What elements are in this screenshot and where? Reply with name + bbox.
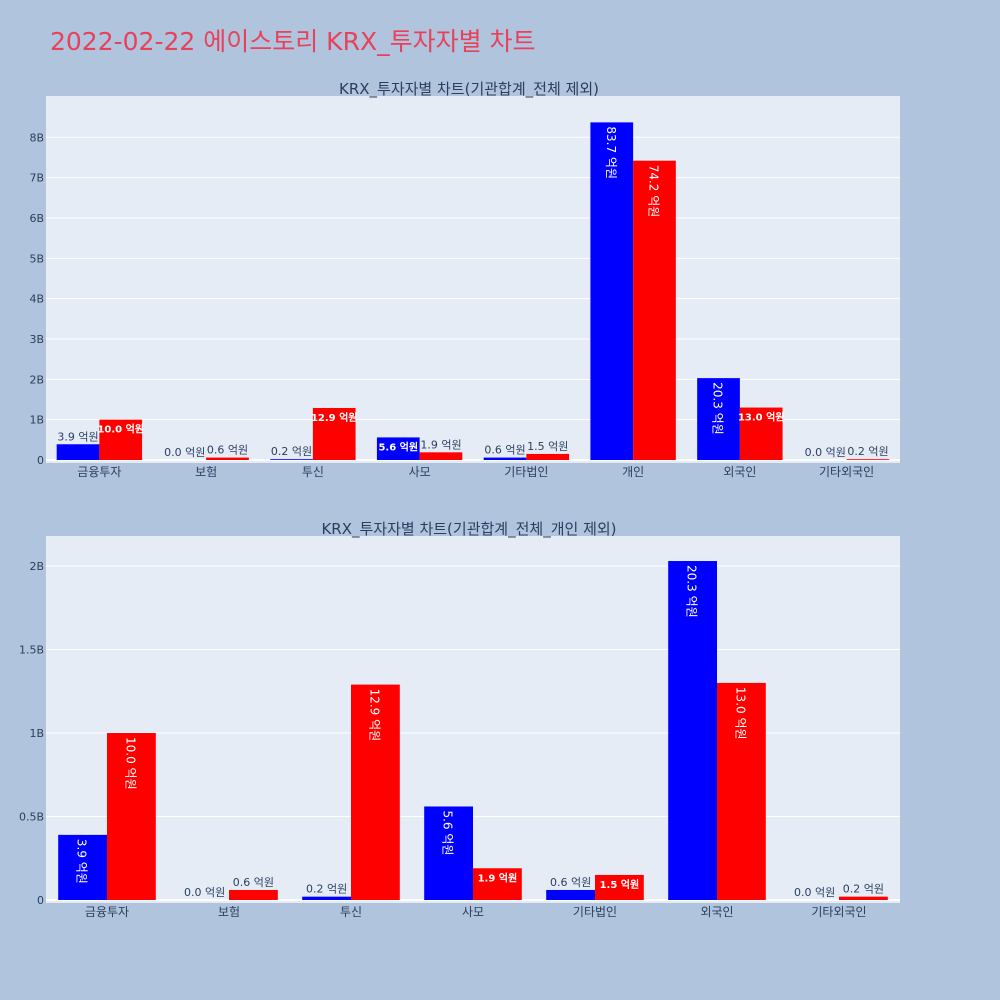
data-label: 0.0 억원 bbox=[184, 886, 225, 899]
x-tick-label: 기타법인 bbox=[504, 465, 548, 479]
x-tick-label: 외국인 bbox=[700, 905, 733, 919]
data-label: 20.3 억원 bbox=[711, 382, 725, 435]
data-label: 0.0 억원 bbox=[805, 446, 846, 459]
sell-bar bbox=[312, 407, 356, 460]
y-tick-label: 0.5B bbox=[19, 811, 44, 824]
buy-bar bbox=[697, 378, 740, 460]
data-label: 1.9 억원 bbox=[420, 438, 461, 451]
x-tick-label: 기타법인 bbox=[573, 905, 617, 919]
sell-bar bbox=[839, 896, 888, 900]
data-label: 5.6 억원 bbox=[378, 440, 418, 453]
sell-bar bbox=[633, 160, 676, 460]
y-tick-label: 0 bbox=[37, 894, 44, 907]
data-label: 83.7 억원 bbox=[604, 126, 618, 179]
data-label: 12.9 억원 bbox=[367, 689, 381, 742]
y-tick-label: 2B bbox=[29, 560, 44, 573]
data-label: 3.9 억원 bbox=[75, 839, 89, 884]
x-tick-label: 투신 bbox=[302, 465, 324, 479]
y-tick-label: 4B bbox=[29, 293, 44, 306]
y-tick-label: 1.5B bbox=[19, 644, 44, 657]
sell-bar bbox=[419, 452, 463, 460]
data-label: 0.6 억원 bbox=[233, 876, 274, 889]
buy-bar bbox=[376, 437, 420, 460]
x-tick-label: 기타외국인 bbox=[811, 905, 866, 919]
data-label: 0.6 억원 bbox=[484, 444, 525, 457]
sell-bar bbox=[206, 457, 249, 460]
data-label: 0.2 억원 bbox=[306, 883, 347, 896]
y-tick-label: 7B bbox=[29, 172, 44, 185]
sell-bar bbox=[99, 419, 143, 460]
x-tick-label: 사모 bbox=[462, 905, 484, 919]
y-tick-label: 6B bbox=[29, 212, 44, 225]
x-tick-label: 보험 bbox=[195, 465, 217, 479]
data-label: 13.0 억원 bbox=[738, 411, 785, 424]
x-tick-label: 외국인 bbox=[723, 465, 756, 479]
plot-area bbox=[46, 96, 900, 463]
y-tick-label: 5B bbox=[29, 252, 44, 265]
data-label: 13.0 억원 bbox=[733, 687, 747, 740]
y-tick-label: 0 bbox=[37, 454, 44, 467]
buy-bar bbox=[424, 806, 473, 900]
page-title: 2022-02-22 에이스토리 KRX_투자자별 차트 bbox=[50, 27, 536, 56]
buy-bar bbox=[483, 457, 527, 460]
x-tick-label: 금융투자 bbox=[77, 465, 121, 479]
data-label: 0.0 억원 bbox=[794, 886, 835, 899]
sell-bar bbox=[846, 459, 890, 460]
y-tick-label: 1B bbox=[29, 414, 44, 427]
x-tick-label: 사모 bbox=[409, 465, 431, 479]
chart-title: KRX_투자자별 차트(기관합계_전체 제외) bbox=[339, 80, 599, 99]
y-tick-label: 2B bbox=[29, 373, 44, 386]
sell-bar bbox=[526, 453, 570, 460]
buy-bar bbox=[58, 834, 107, 900]
data-label: 0.0 억원 bbox=[164, 446, 205, 459]
buy-bar bbox=[590, 122, 634, 460]
y-tick-label: 1B bbox=[29, 727, 44, 740]
chart-title: KRX_투자자별 차트(기관합계_전체_개인 제외) bbox=[321, 520, 616, 539]
sell-bar bbox=[595, 874, 644, 900]
data-label: 0.6 억원 bbox=[550, 876, 591, 889]
x-tick-label: 금융투자 bbox=[85, 905, 129, 919]
data-label: 3.9 억원 bbox=[57, 430, 98, 443]
data-label: 10.0 억원 bbox=[123, 737, 137, 790]
sell-bar bbox=[351, 684, 400, 900]
data-label: 5.6 억원 bbox=[441, 810, 455, 855]
x-tick-label: 개인 bbox=[622, 465, 644, 479]
data-label: 10.0 억원 bbox=[97, 423, 144, 436]
data-label: 1.9 억원 bbox=[478, 871, 518, 884]
buy-bar bbox=[668, 561, 717, 900]
buy-bar bbox=[56, 444, 100, 460]
data-label: 74.2 억원 bbox=[646, 165, 660, 218]
sell-bar bbox=[473, 868, 522, 900]
sell-bar bbox=[717, 682, 766, 900]
data-label: 20.3 억원 bbox=[685, 565, 699, 618]
data-label: 12.9 억원 bbox=[311, 411, 358, 424]
sell-bar bbox=[739, 407, 783, 460]
data-label: 1.5 억원 bbox=[527, 440, 568, 453]
buy-bar bbox=[270, 459, 313, 460]
x-tick-label: 기타외국인 bbox=[819, 465, 874, 479]
data-label: 0.2 억원 bbox=[271, 445, 312, 458]
sell-bar bbox=[107, 733, 156, 900]
data-label: 0.2 억원 bbox=[843, 883, 884, 896]
buy-bar bbox=[546, 889, 595, 900]
data-label: 0.2 억원 bbox=[847, 445, 888, 458]
x-tick-label: 보험 bbox=[218, 905, 240, 919]
data-label: 0.6 억원 bbox=[207, 444, 248, 457]
sell-bar bbox=[229, 889, 278, 900]
x-tick-label: 투신 bbox=[340, 905, 362, 919]
buy-bar bbox=[302, 896, 351, 900]
y-tick-label: 3B bbox=[29, 333, 44, 346]
data-label: 1.5 억원 bbox=[600, 878, 640, 891]
y-tick-label: 8B bbox=[29, 131, 44, 144]
